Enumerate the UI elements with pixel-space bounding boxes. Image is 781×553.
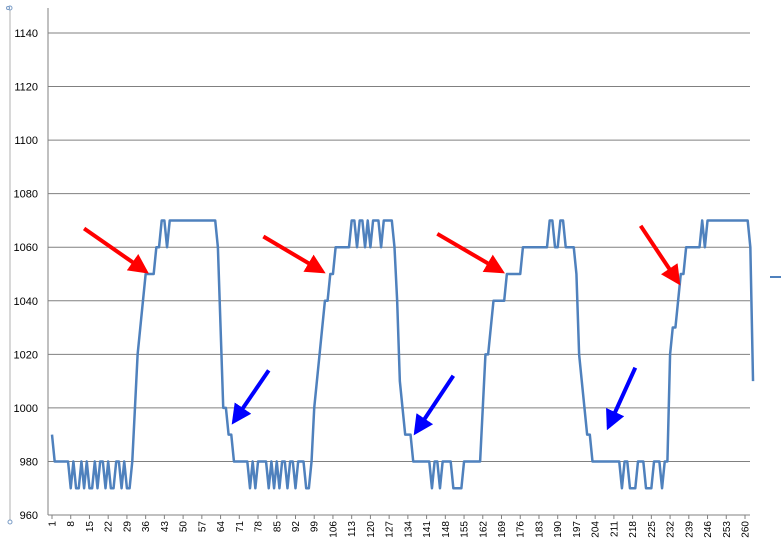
x-tick-label: 204 [591,521,602,538]
x-tick-label: 22 [104,521,115,533]
x-tick-label: 239 [684,521,695,538]
y-tick-label: 980 [20,456,38,468]
y-tick-label: 1120 [14,82,38,94]
y-tick-label: 1140 [14,28,38,40]
x-tick-label: 162 [478,521,489,538]
x-tick-label: 29 [122,521,133,533]
x-tick-label: 78 [254,521,265,533]
x-tick-label: 106 [328,521,339,538]
x-tick-label: 1 [48,521,59,527]
x-tick-label: 155 [460,521,471,538]
x-tick-label: 57 [197,521,208,533]
x-tick-label: 71 [235,521,246,533]
x-tick-label: 8 [66,521,77,527]
x-tick-label: 99 [310,521,321,533]
x-tick-label: 120 [366,521,377,538]
x-tick-label: 218 [628,521,639,538]
x-tick-label: 92 [291,521,302,533]
x-tick-label: 183 [534,521,545,538]
x-tick-label: 127 [385,521,396,538]
x-tick-label: 85 [272,521,283,533]
blue-arrow [606,366,638,431]
y-tick-label: 1040 [14,296,38,308]
red-arrow [436,232,505,274]
x-tick-label: 113 [347,521,358,537]
y-tick-label: 1100 [14,135,38,147]
x-tick-label: 176 [516,521,527,538]
x-tick-label: 64 [216,521,227,533]
x-tick-label: 134 [403,521,414,538]
selection-handle-bottom[interactable] [7,519,13,525]
blue-arrow [413,374,456,436]
gridlines [48,32,750,462]
x-tick-label: 141 [422,521,433,538]
red-arrow [82,226,149,274]
series-group [50,219,755,490]
x-tick-label: 36 [141,521,152,533]
x-tick-label: 253 [722,521,733,538]
axes [9,8,750,522]
y-tick-label: 1000 [14,403,38,415]
x-tick-label: 15 [85,521,96,533]
x-tick-label: 232 [666,521,677,538]
x-tick-labels: 1 8 15 22 29 36 43 50 57 64 71 78 85 92 99 106 113 120 127… [48,521,752,538]
series-line [50,219,755,490]
blue-arrow [231,369,271,425]
x-tick-label: 260 [741,521,752,538]
y-tick-label: 1020 [14,349,38,361]
x-tick-label: 246 [703,521,714,538]
x-tick-label: 225 [647,521,658,538]
x-tick-label: 169 [497,521,508,538]
selection-handle-left-top[interactable] [6,6,10,10]
red-arrow [638,224,681,286]
x-tick-label: 211 [609,521,620,537]
annotation-arrows [82,224,681,436]
x-tick-label: 50 [179,521,190,533]
y-tick-label: 1060 [14,242,38,254]
red-arrow [262,234,326,274]
x-tick-label: 148 [441,521,452,538]
x-tick-label: 197 [572,521,583,538]
x-tick-label: 190 [553,521,564,538]
y-tick-label: 1080 [14,189,38,201]
y-tick-label: 960 [20,510,38,522]
x-tick-label: 43 [160,521,171,533]
y-tick-labels: 960 980 1000 1020 1040 1060 1080 1100 1120 1140 [14,28,38,522]
